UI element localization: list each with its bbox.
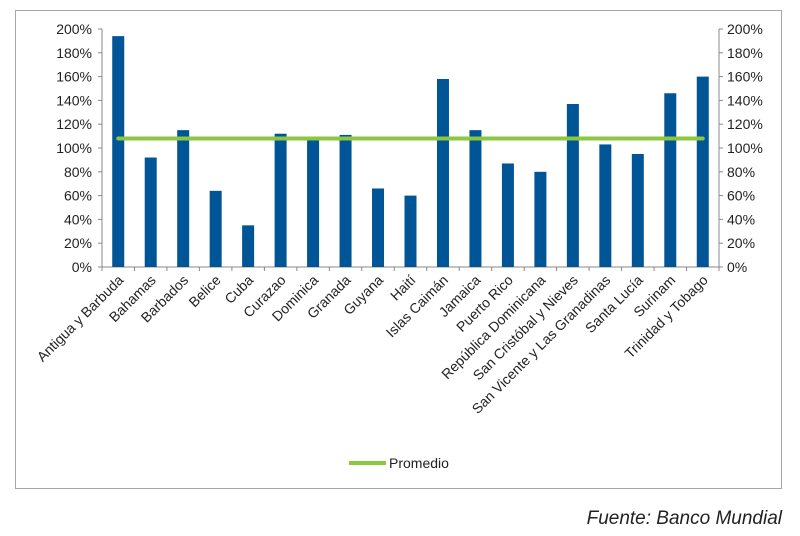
bar xyxy=(501,163,514,267)
bar xyxy=(436,78,449,267)
category-label: Belice xyxy=(185,272,223,310)
bar xyxy=(339,134,352,267)
y-tick-label-right: 60% xyxy=(727,188,755,204)
y-tick-label-left: 140% xyxy=(56,92,92,108)
y-tick-label-left: 120% xyxy=(56,116,92,132)
category-labels: Antigua y BarbudaBahamasBarbadosBeliceCu… xyxy=(34,272,711,417)
bar xyxy=(209,190,222,267)
bar xyxy=(372,188,385,267)
bar xyxy=(144,157,157,267)
y-tick-label-right: 160% xyxy=(727,69,763,85)
bar xyxy=(631,153,644,267)
bar xyxy=(599,144,612,267)
bar xyxy=(534,171,547,267)
y-tick-label-left: 200% xyxy=(56,21,92,37)
bar xyxy=(112,36,125,267)
bar xyxy=(664,93,677,267)
bars xyxy=(112,36,709,267)
y-tick-label-left: 60% xyxy=(64,188,92,204)
y-tick-label-left: 0% xyxy=(72,259,92,275)
y-tick-label-left: 160% xyxy=(56,69,92,85)
y-tick-label-right: 0% xyxy=(727,259,747,275)
y-tick-label-right: 120% xyxy=(727,116,763,132)
bar xyxy=(307,138,320,267)
bar xyxy=(566,103,579,267)
y-tick-label-right: 100% xyxy=(727,140,763,156)
bar xyxy=(274,133,287,267)
bar xyxy=(404,195,417,267)
bar xyxy=(469,130,482,267)
y-tick-label-left: 180% xyxy=(56,45,92,61)
source-caption: Fuente: Banco Mundial xyxy=(586,508,782,529)
y-tick-label-right: 140% xyxy=(727,92,763,108)
chart-svg: 0% 20% 40% 60% 80% 100% 120% 140% 160% 180% 200% 0%… xyxy=(34,21,763,471)
y-tick-label-right: 40% xyxy=(727,211,755,227)
y-tick-label-right: 200% xyxy=(727,21,763,37)
y-tick-label-left: 80% xyxy=(64,164,92,180)
bar xyxy=(177,130,190,267)
y-tick-label-right: 20% xyxy=(727,235,755,251)
legend-label-promedio: Promedio xyxy=(389,455,449,471)
y-tick-label-right: 80% xyxy=(727,164,755,180)
y-tick-label-left: 40% xyxy=(64,211,92,227)
bar xyxy=(242,225,255,267)
legend: Promedio xyxy=(349,455,449,471)
y-tick-label-right: 180% xyxy=(727,45,763,61)
bar xyxy=(696,76,709,267)
chart-frame: 0% 20% 40% 60% 80% 100% 120% 140% 160% 180% 200% 0%… xyxy=(15,10,782,489)
y-tick-label-left: 100% xyxy=(56,140,92,156)
axes: 0% 20% 40% 60% 80% 100% 120% 140% 160% 180% 200% 0%… xyxy=(56,21,763,275)
y-tick-label-left: 20% xyxy=(64,235,92,251)
